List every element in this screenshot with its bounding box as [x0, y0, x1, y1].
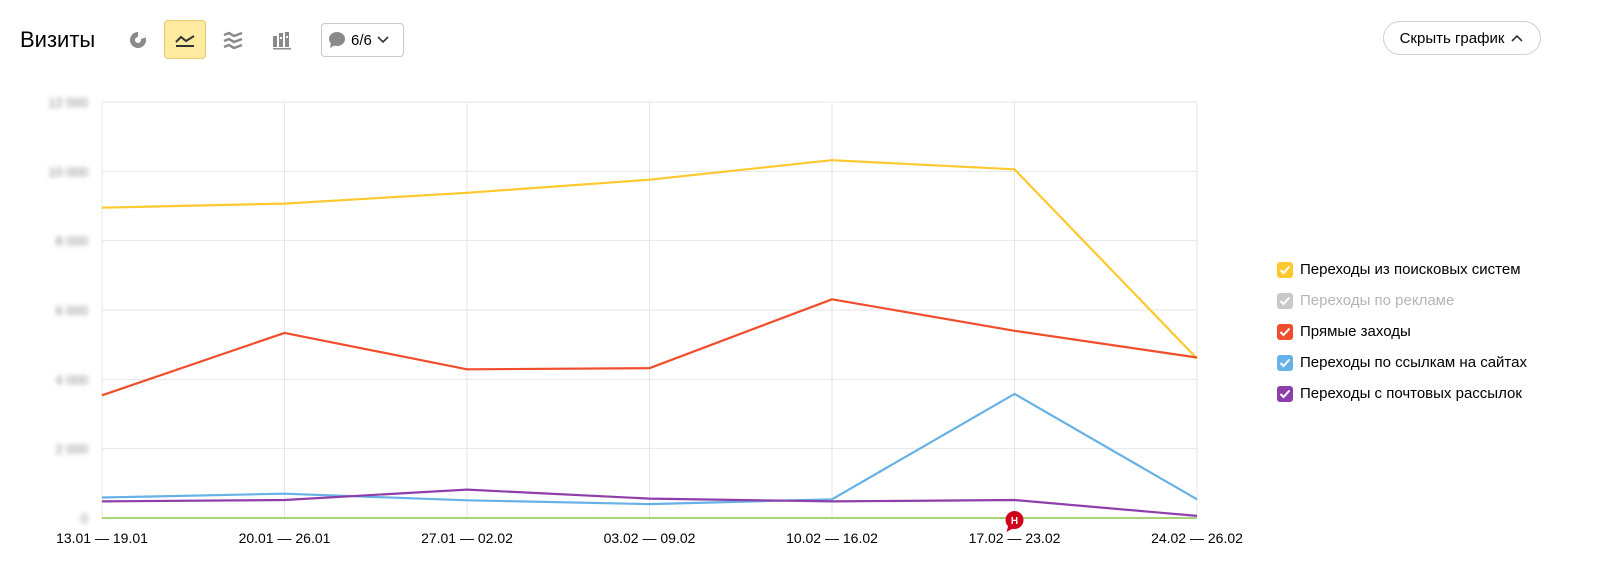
annotation-label: H — [1011, 516, 1018, 527]
y-tick-label: 0 — [81, 511, 88, 526]
y-tick-label: 8 000 — [55, 234, 88, 249]
checkbox-icon[interactable] — [1277, 354, 1293, 371]
bar-chart-icon — [273, 31, 291, 49]
x-tick-label: 10.02 — 16.02 — [786, 530, 878, 546]
area-chart-icon — [223, 31, 243, 49]
line-chart-button[interactable] — [164, 20, 206, 59]
legend-item[interactable]: Переходы из поисковых систем — [1277, 254, 1527, 285]
series-line[interactable] — [101, 159, 1198, 360]
pie-chart-icon — [130, 31, 146, 48]
legend-label: Переходы по рекламе — [1300, 292, 1455, 309]
x-tick-label: 20.01 — 26.01 — [239, 530, 331, 546]
legend-item[interactable]: Прямые заходы — [1277, 316, 1527, 347]
page-title: Визиты — [20, 27, 96, 52]
legend-item[interactable]: Переходы с почтовых рассылок — [1277, 378, 1527, 409]
annotation-marker[interactable] — [1005, 511, 1024, 529]
x-tick-label: 17.02 — 23.02 — [969, 530, 1061, 546]
checkbox-icon[interactable] — [1277, 292, 1293, 309]
x-tick-label: 13.01 — 19.01 — [56, 530, 148, 546]
hide-chart-label: Скрыть график — [1399, 29, 1505, 47]
checkbox-icon[interactable] — [1277, 385, 1293, 402]
hide-chart-button[interactable]: Скрыть график — [1383, 21, 1541, 55]
legend-item[interactable]: Переходы по рекламе — [1277, 285, 1527, 316]
notes-button[interactable]: 6/6 — [321, 23, 404, 57]
chevron-up-icon — [1511, 34, 1523, 42]
notes-count: 6/6 — [351, 31, 372, 49]
checkbox-icon[interactable] — [1277, 261, 1293, 278]
y-tick-label: 12 000 — [48, 95, 88, 110]
bar-chart-button[interactable] — [261, 20, 303, 59]
y-tick-label: 2 000 — [55, 442, 88, 457]
y-tick-label: 6 000 — [55, 303, 88, 318]
area-chart-button[interactable] — [212, 20, 254, 59]
x-tick-label: 27.01 — 02.02 — [421, 530, 513, 546]
chart-legend: Переходы из поисковых систем Переходы по … — [1277, 254, 1527, 409]
series-line[interactable] — [101, 488, 1198, 517]
chevron-down-icon — [377, 36, 389, 44]
legend-item[interactable]: Переходы по ссылкам на сайтах — [1277, 347, 1527, 378]
x-tick-label: 24.02 — 26.02 — [1151, 530, 1243, 546]
comment-icon — [329, 32, 345, 48]
series-line[interactable] — [101, 298, 1198, 397]
legend-label: Прямые заходы — [1300, 323, 1411, 340]
x-tick-label: 03.02 — 09.02 — [604, 530, 696, 546]
legend-label: Переходы по ссылкам на сайтах — [1300, 354, 1527, 371]
legend-label: Переходы из поисковых систем — [1300, 261, 1521, 278]
y-tick-label: 4 000 — [55, 372, 88, 387]
y-tick-label: 10 000 — [48, 164, 88, 179]
checkbox-icon[interactable] — [1277, 323, 1293, 340]
legend-label: Переходы с почтовых рассылок — [1300, 385, 1522, 402]
annotation-pointer — [1006, 525, 1014, 532]
series-line[interactable] — [101, 392, 1198, 506]
line-chart-icon — [175, 34, 195, 47]
pie-chart-button[interactable] — [117, 20, 159, 59]
